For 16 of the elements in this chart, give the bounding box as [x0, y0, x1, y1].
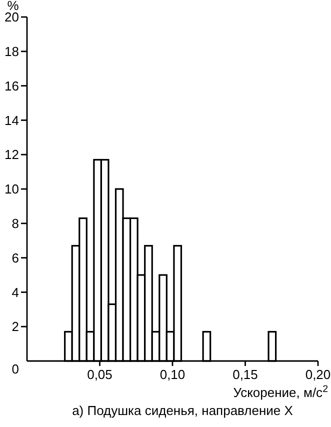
y-tick-label: 18	[4, 44, 19, 59]
y-tick-label: 16	[4, 78, 19, 94]
text: а) Подушка сиденья, направление X	[72, 403, 294, 418]
y-tick-label: 4	[12, 284, 19, 300]
y-tick-label: 2	[12, 319, 19, 334]
y-tick-label: 14	[4, 112, 19, 128]
x-tick-label: 0,10	[160, 367, 186, 382]
y-tick-label: 12	[4, 147, 19, 162]
y-tick-label: 8	[12, 216, 19, 231]
x-tick-label: 0,20	[305, 367, 331, 382]
y-tick-label: 6	[12, 250, 19, 266]
x-tick-label: 0,15	[232, 367, 258, 382]
x-tick-label: 0,05	[87, 367, 112, 382]
x-axis-title: Ускорение, м/с$^{2}$	[233, 384, 328, 400]
y-tick-label: 0	[12, 362, 19, 377]
y-tick-label: 10	[4, 182, 19, 197]
